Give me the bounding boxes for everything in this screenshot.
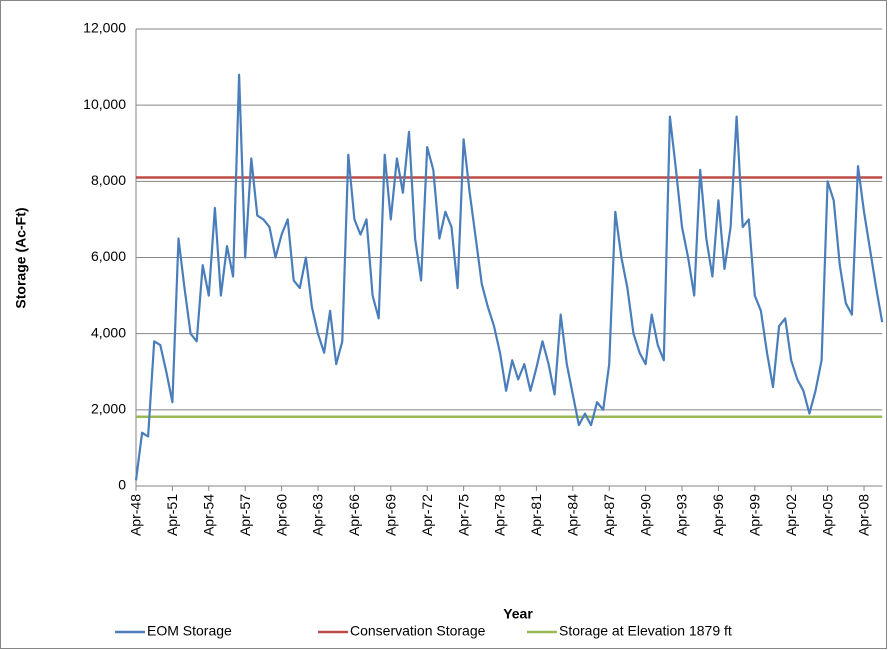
x-tick-label: Apr-93 (674, 494, 690, 536)
x-tick-label: Apr-84 (565, 494, 581, 536)
x-tick-label: Apr-63 (310, 494, 326, 536)
x-tick-label: Apr-08 (856, 494, 872, 536)
x-tick-label: Apr-66 (346, 494, 362, 536)
x-tick-label: Apr-51 (164, 494, 180, 536)
x-tick-label: Apr-72 (419, 494, 435, 536)
x-tick-label: Apr-75 (455, 494, 471, 536)
legend-label: Storage at Elevation 1879 ft (559, 623, 732, 639)
x-tick-label: Apr-96 (710, 494, 726, 536)
x-axis-title: Year (503, 606, 533, 622)
x-tick-label: Apr-48 (128, 494, 144, 536)
series-line (134, 73, 884, 481)
y-tick-label: 8,000 (91, 172, 126, 188)
y-tick-label: 10,000 (83, 96, 126, 112)
y-tick-label: 12,000 (83, 20, 126, 36)
x-tick-label: Apr-54 (201, 494, 217, 536)
x-tick-label: Apr-81 (528, 494, 544, 536)
x-tick-label: Apr-99 (747, 494, 763, 536)
y-tick-label: 4,000 (91, 324, 126, 340)
x-tick-label: Apr-69 (383, 494, 399, 536)
x-tick-label: Apr-60 (273, 494, 289, 536)
y-tick-label: 2,000 (91, 401, 126, 417)
legend-label: EOM Storage (147, 623, 232, 639)
x-tick-label: Apr-87 (601, 494, 617, 536)
y-tick-label: 0 (118, 477, 126, 493)
legend-label: Conservation Storage (350, 623, 486, 639)
y-axis-title: Storage (Ac-Ft) (13, 207, 29, 308)
x-tick-label: Apr-90 (637, 494, 653, 536)
x-tick-label: Apr-02 (783, 494, 799, 536)
y-tick-label: 6,000 (91, 248, 126, 264)
x-tick-label: Apr-78 (492, 494, 508, 536)
x-tick-label: Apr-05 (819, 494, 835, 536)
x-tick-label: Apr-57 (237, 494, 253, 536)
